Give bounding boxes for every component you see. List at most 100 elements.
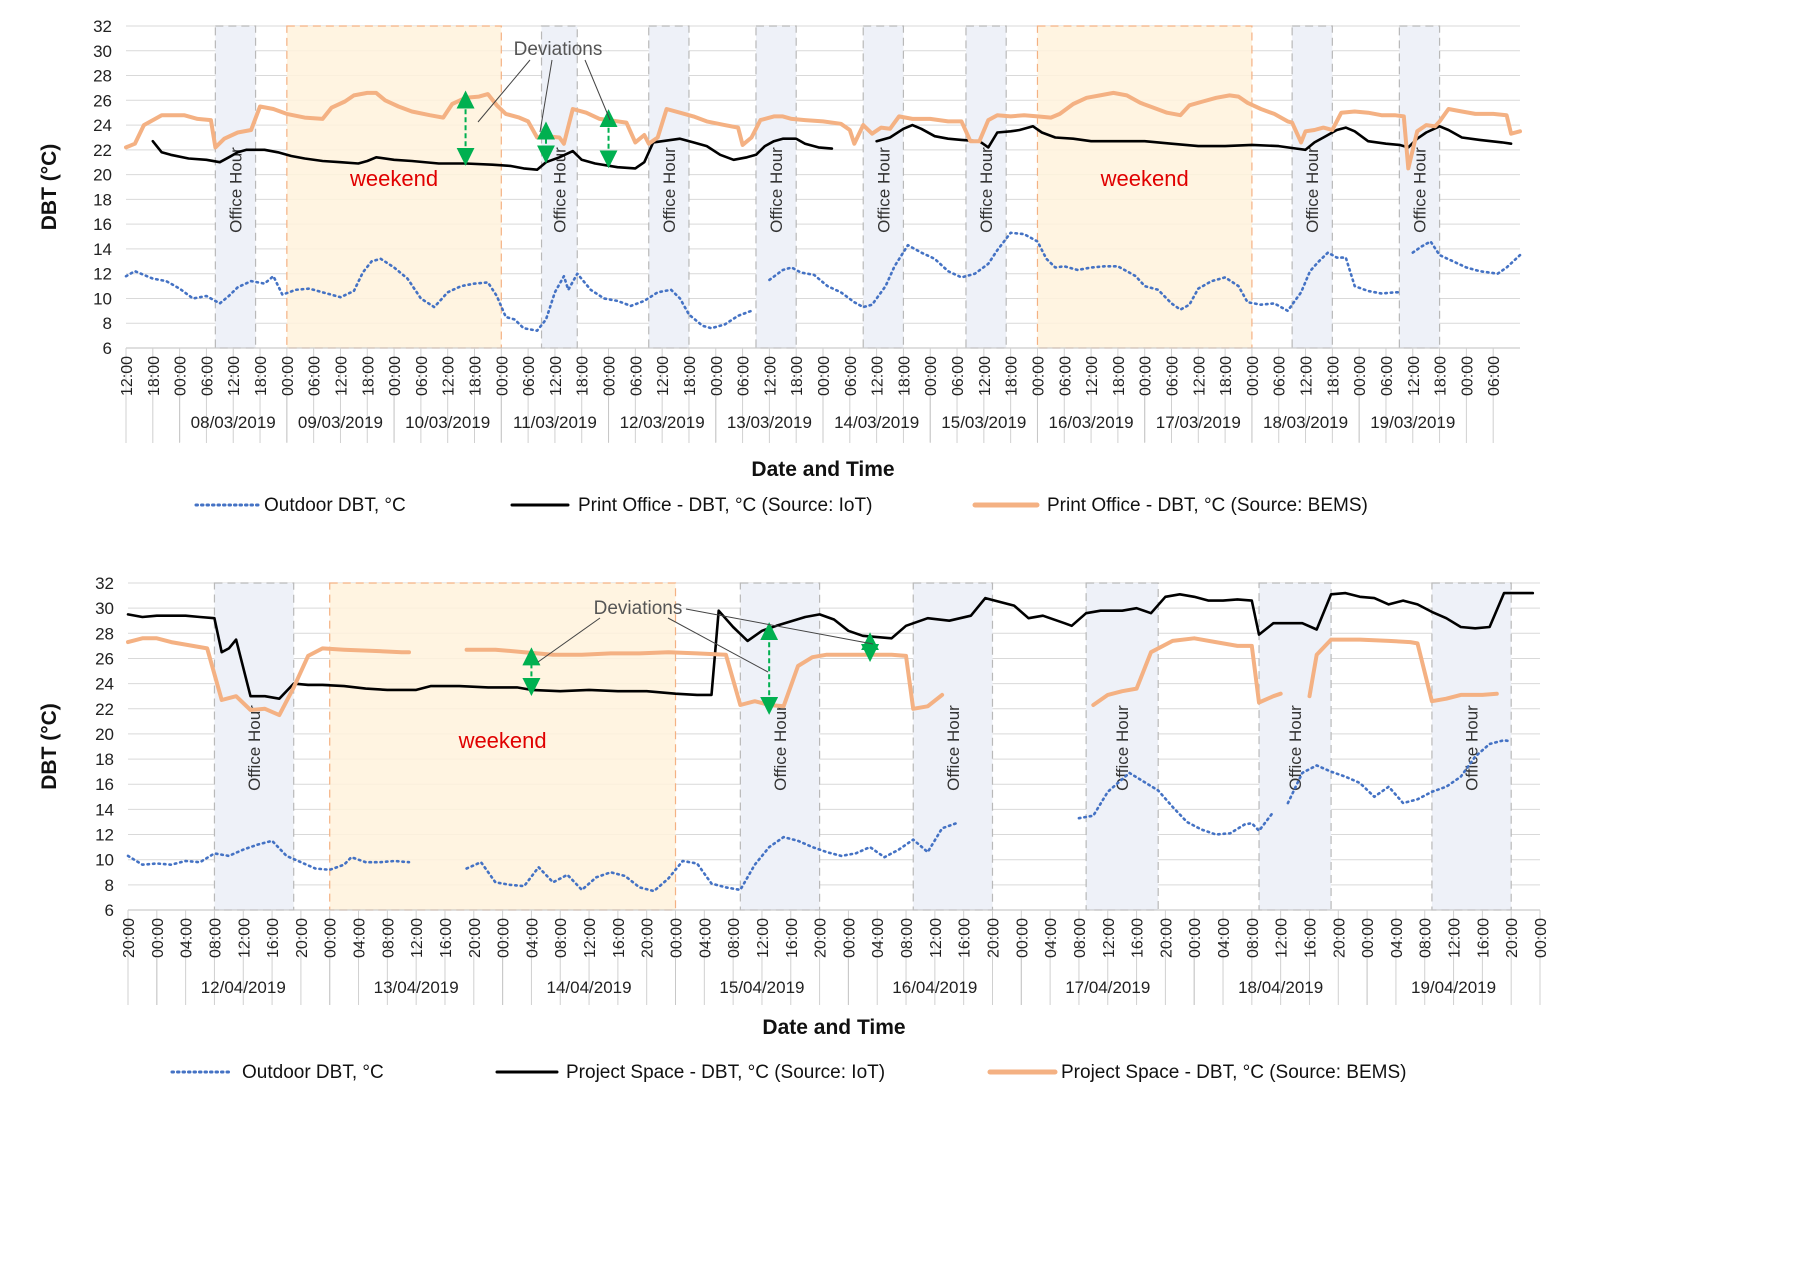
y-tick-label: 8 — [103, 314, 112, 333]
x-tick-label: 12:00 — [1299, 356, 1316, 396]
office-hour-band — [755, 25, 797, 349]
series-line-outdoor — [126, 839, 411, 872]
x-tick-label: 00:00 — [1014, 918, 1031, 958]
x-tick-label: 20:00 — [467, 918, 484, 958]
date-label: 12/04/2019 — [201, 978, 286, 997]
deviations-label: Deviations — [514, 39, 603, 60]
legend-label: Outdoor DBT, °C — [264, 495, 406, 516]
x-tick-label: 12:00 — [655, 356, 672, 396]
x-tick-label: 18:00 — [1111, 356, 1128, 396]
x-tick-label: 00:00 — [173, 356, 190, 396]
y-tick-label: 12 — [95, 826, 114, 845]
office-hour-band — [862, 25, 905, 349]
x-tick-label: 08:00 — [899, 918, 916, 958]
x-tick-label: 12:00 — [762, 356, 779, 396]
date-label: 16/04/2019 — [892, 978, 977, 997]
x-tick-label: 16:00 — [1130, 918, 1147, 958]
series-line-bems — [1091, 636, 1283, 707]
x-tick-label: 18:00 — [682, 356, 699, 396]
x-tick-label: 12:00 — [1406, 356, 1423, 396]
date-label: 16/03/2019 — [1049, 413, 1134, 432]
x-tick-label: 00:00 — [841, 918, 858, 958]
x-tick-label: 18:00 — [360, 356, 377, 396]
x-tick-label: 12:00 — [441, 356, 458, 396]
x-tick-label: 00:00 — [496, 918, 513, 958]
office-hour-label: Office Hour — [977, 147, 996, 233]
x-tick-label: 00:00 — [280, 356, 297, 396]
weekend-label: weekend — [1100, 166, 1189, 191]
series-line-bems — [126, 636, 411, 718]
y-tick-label: 14 — [95, 800, 114, 819]
date-label: 11/03/2019 — [513, 413, 597, 432]
x-tick-label: 16:00 — [1302, 918, 1319, 958]
weekend-band — [329, 582, 677, 911]
x-tick-label: 12:00 — [1084, 356, 1101, 396]
office-hour-band — [1398, 25, 1441, 349]
x-tick-label: 04:00 — [1216, 918, 1233, 958]
x-tick-label: 06:00 — [1272, 356, 1289, 396]
x-tick-label: 06:00 — [1057, 356, 1074, 396]
x-tick-label: 00:00 — [816, 356, 833, 396]
series-line-iot — [151, 137, 834, 171]
date-label: 13/03/2019 — [727, 413, 812, 432]
deviation-pointer — [539, 59, 553, 133]
x-tick-label: 16:00 — [784, 918, 801, 958]
date-label: 09/03/2019 — [298, 413, 383, 432]
office-hour-label: Office Hour — [944, 705, 963, 791]
x-tick-label: 16:00 — [438, 918, 455, 958]
x-axis-title: Date and Time — [751, 458, 894, 481]
x-tick-label: 20:00 — [985, 918, 1002, 958]
x-tick-label: 20:00 — [1504, 918, 1521, 958]
series-line-outdoor — [124, 257, 753, 332]
office-hour-label: Office Hour — [874, 147, 893, 233]
x-tick-label: 06:00 — [950, 356, 967, 396]
office-hour-band — [965, 25, 1007, 349]
x-tick-label: 06:00 — [1165, 356, 1182, 396]
deviation-pointer — [477, 59, 531, 123]
date-label: 10/03/2019 — [405, 413, 490, 432]
x-tick-label: 06:00 — [307, 356, 324, 396]
x-tick-label: 18:00 — [789, 356, 806, 396]
date-label: 08/03/2019 — [191, 413, 276, 432]
series-line-outdoor — [1077, 771, 1275, 836]
x-tick-label: 04:00 — [697, 918, 714, 958]
office-hour-label: Office Hour — [1463, 705, 1482, 791]
x-tick-label: 18:00 — [146, 356, 163, 396]
x-tick-label: 00:00 — [923, 356, 940, 396]
date-label: 12/03/2019 — [620, 413, 705, 432]
project-space-chart: 6 8 10 12 14 16 18 20 22 24 26 28 30 32 weekend Office … — [38, 574, 1550, 1083]
date-label: 14/04/2019 — [547, 978, 632, 997]
office-hour-label: Office Hour — [767, 147, 786, 233]
x-tick-label: 12:00 — [870, 356, 887, 396]
x-tick-label: 16:00 — [1475, 918, 1492, 958]
office-hour-label: Office Hour — [1286, 705, 1305, 791]
x-tick-label: 06:00 — [414, 356, 431, 396]
x-tick-label: 00:00 — [1533, 918, 1550, 958]
x-tick-label: 06:00 — [199, 356, 216, 396]
x-tick-label: 08:00 — [380, 918, 397, 958]
y-tick-label: 16 — [95, 775, 114, 794]
x-tick-label: 18:00 — [896, 356, 913, 396]
x-tick-label: 06:00 — [1379, 356, 1396, 396]
x-tick-label: 06:00 — [521, 356, 538, 396]
office-hour-label: Office Hour — [226, 147, 245, 233]
weekend-label: weekend — [458, 728, 547, 753]
x-tick-label: 12:00 — [1191, 356, 1208, 396]
x-tick-label: 00:00 — [1030, 356, 1047, 396]
x-tick-label: 04:00 — [1043, 918, 1060, 958]
series-line-bems — [464, 647, 945, 711]
y-tick-label: 6 — [103, 339, 112, 358]
y-tick-label: 30 — [93, 42, 112, 61]
y-tick-label: 22 — [95, 700, 114, 719]
y-tick-label: 18 — [95, 750, 114, 769]
legend-label: Print Office - DBT, °C (Source: IoT) — [578, 495, 872, 516]
date-label: 17/04/2019 — [1065, 978, 1150, 997]
series-line-bems — [1307, 637, 1499, 704]
legend-label: Project Space - DBT, °C (Source: IoT) — [566, 1062, 885, 1083]
x-tick-label: 12:00 — [409, 918, 426, 958]
y-tick-label: 18 — [93, 190, 112, 209]
office-hour-label: Office Hour — [245, 705, 264, 791]
x-tick-label: 04:00 — [524, 918, 541, 958]
x-tick-label: 12:00 — [977, 356, 994, 396]
